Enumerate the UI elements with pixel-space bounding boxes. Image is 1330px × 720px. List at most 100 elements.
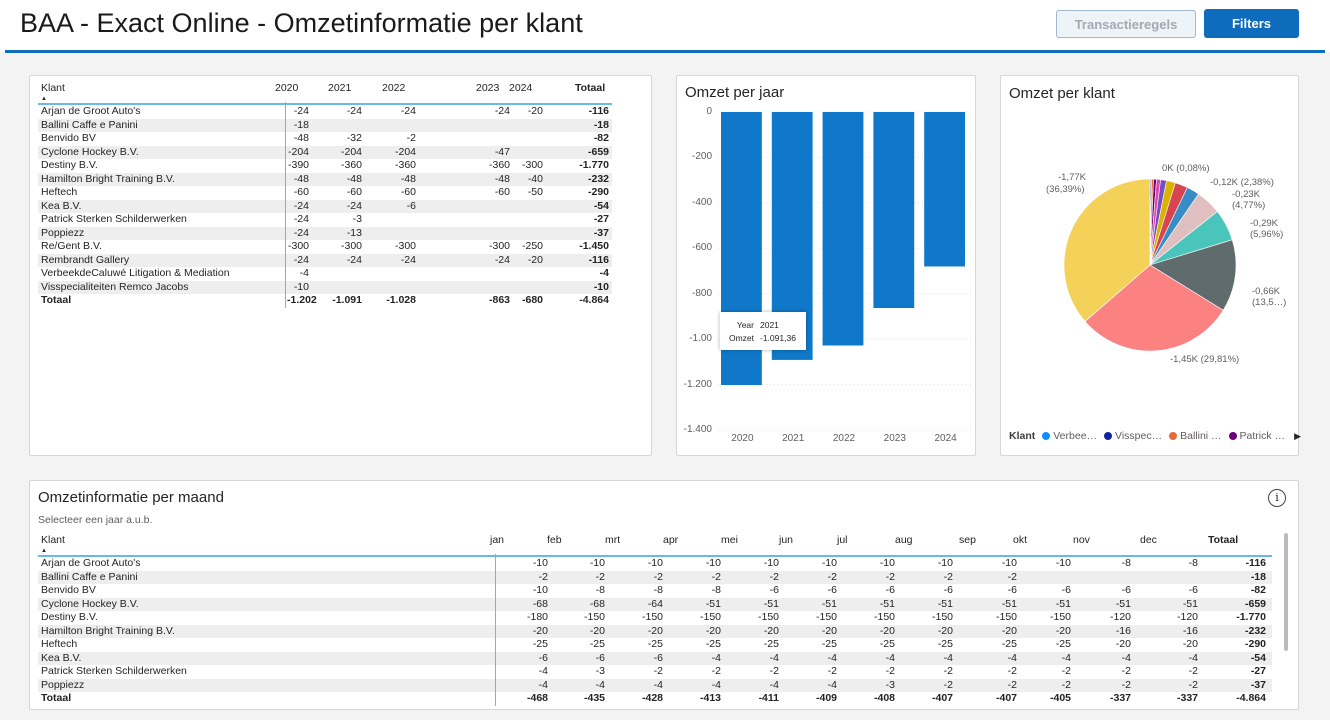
column-header[interactable]: nov [1073, 534, 1090, 546]
value-cell: -25 [1001, 638, 1017, 650]
value-cell: -48 [400, 172, 416, 185]
table-row[interactable]: Hamilton Bright Training B.V. -20 -20 -20 -2… [38, 624, 1272, 638]
column-header[interactable]: sep [959, 534, 976, 546]
legend-item[interactable]: Verbee… [1053, 430, 1098, 442]
table-row[interactable]: Destiny B.V. -390 -360 -360 -360 -300 -1.770 [38, 159, 612, 173]
table-row[interactable]: VerbeekdeCaluwé Litigation & Mediation -4… [38, 267, 612, 281]
pie-slice[interactable] [1084, 264, 1224, 352]
table-row[interactable]: Benvido BV -48 -32 -2 -82 [38, 132, 612, 146]
value-cell: -64 [647, 597, 663, 610]
table-row[interactable]: Poppiezz -24 -13 -37 [38, 226, 612, 240]
value-cell: -24 [293, 226, 309, 239]
column-header[interactable]: jul [837, 534, 848, 546]
value-cell [418, 267, 510, 281]
value-cell [311, 267, 362, 281]
table-row[interactable]: Arjan de Groot Auto's -10 -10 -10 -10 -10 -10 -… [38, 557, 1272, 571]
column-header[interactable]: Klant [41, 534, 65, 546]
year-table[interactable]: Klant 2020 2021 2022 2023 2024 Totaal ▲ Arjan de… [38, 80, 612, 310]
client-name: Benvido BV [41, 584, 96, 596]
value-cell [418, 119, 510, 133]
column-header[interactable]: okt [1013, 534, 1028, 546]
value-cell: -4.864 [579, 294, 609, 306]
table-row[interactable]: Benvido BV -10 -8 -8 -8 -6 -6 -6 -6 -6 -6 -6 -6 -82 [38, 584, 1272, 598]
value-cell: -150 [757, 611, 779, 623]
value-cell: -20 [879, 624, 895, 637]
pie-slice[interactable] [1063, 178, 1151, 322]
table-row[interactable]: Heftech -25 -25 -25 -25 -25 -25 -25 -25 -25 -25 -20… [38, 638, 1272, 652]
table-row[interactable]: Visspecialiteiten Remco Jacobs -10 -10 [38, 280, 612, 294]
filters-button[interactable]: Filters [1204, 9, 1299, 38]
value-cell: -1.770 [579, 159, 609, 171]
value-cell: -2 [943, 678, 953, 691]
column-header[interactable]: Totaal [1208, 534, 1239, 546]
column-header[interactable]: 2021 [328, 82, 352, 94]
scrollbar[interactable] [1284, 533, 1288, 651]
bar-chart[interactable] [676, 75, 976, 456]
column-header[interactable]: 2022 [382, 82, 406, 94]
total-row[interactable]: Totaal -1.202 -1.091 -1.028 -863 -680 -4.864 [38, 294, 612, 308]
legend-item[interactable]: Ballini … [1180, 430, 1222, 442]
table-row[interactable]: Rembrandt Gallery -24 -24 -24 -24 -20 -116 [38, 253, 612, 267]
value-cell: -13 [346, 226, 362, 239]
pie-label: -0,66K [1252, 286, 1280, 297]
table-row[interactable]: Cyclone Hockey B.V. -68 -68 -64 -51 -51 -51 -51… [38, 597, 1272, 611]
value-cell: -25 [821, 638, 837, 650]
table-row[interactable]: Kea B.V. -6 -6 -6 -4 -4 -4 -4 -4 -4 -4 -4 -4 -54 [38, 651, 1272, 665]
value-cell: -2 [885, 665, 895, 677]
legend-item[interactable]: Visspec… [1115, 430, 1163, 442]
column-header[interactable]: Totaal [575, 82, 606, 94]
table-row[interactable]: Patrick Sterken Schilderwerken -4 -3 -2 -2 -2… [38, 665, 1272, 679]
legend-item[interactable]: Patrick … [1239, 430, 1286, 442]
value-cell: -4 [299, 267, 309, 279]
bar-2024[interactable] [924, 112, 965, 267]
bar-2023[interactable] [873, 112, 915, 309]
value-cell: -204 [287, 145, 309, 158]
table-row[interactable]: Poppiezz -4 -4 -4 -4 -4 -4 -3 -2 -2 -2 -2 -2 -37 [38, 678, 1272, 692]
legend-next-arrow-icon[interactable]: ▶ [1294, 430, 1301, 441]
table-row[interactable]: Ballini Caffe e Panini -18 -18 [38, 118, 612, 133]
client-name: Visspecialiteiten Remco Jacobs [41, 280, 189, 293]
client-name: Re/Gent B.V. [41, 240, 102, 252]
client-name: Destiny B.V. [41, 611, 98, 623]
month-table[interactable]: Klant jan feb mrt apr mei jun jul aug sep okt nov de… [38, 532, 1272, 706]
header-divider [38, 555, 1272, 557]
table-row[interactable]: Destiny B.V. -180 -150 -150 -150 -150 -150 -150… [38, 611, 1272, 625]
column-header[interactable]: dec [1140, 534, 1157, 546]
sort-ascending-icon[interactable]: ▲ [41, 548, 47, 554]
info-icon[interactable]: i [1268, 489, 1286, 507]
value-cell: -300 [394, 240, 416, 252]
column-header[interactable]: mrt [605, 534, 621, 546]
table-row[interactable]: Patrick Sterken Schilderwerken -24 -3 -27 [38, 213, 612, 227]
column-header[interactable]: aug [895, 534, 913, 546]
value-cell: -150 [583, 611, 605, 623]
table-row[interactable]: Cyclone Hockey B.V. -204 -204 -204 -47 -659 [38, 145, 612, 159]
column-header[interactable]: 2020 [275, 82, 299, 94]
column-header[interactable]: mei [721, 534, 738, 546]
value-cell: -6 [1007, 584, 1017, 596]
value-cell: -27 [593, 213, 609, 225]
pie-slice[interactable] [1149, 239, 1237, 311]
sort-ascending-icon[interactable]: ▲ [41, 96, 47, 102]
table-row[interactable]: Kea B.V. -24 -24 -6 -54 [38, 199, 612, 213]
column-header[interactable]: 2024 [509, 82, 533, 94]
column-header[interactable]: 2023 [476, 82, 500, 94]
column-header[interactable]: Klant [41, 82, 65, 94]
value-cell: -2 [711, 570, 721, 583]
column-header[interactable]: jan [490, 534, 505, 546]
bar-2022[interactable] [822, 112, 864, 346]
column-header[interactable]: jun [779, 534, 794, 546]
table-row[interactable]: Hamilton Bright Training B.V. -48 -48 -48 -4… [38, 172, 612, 186]
value-cell: -2 [1007, 570, 1017, 583]
total-row[interactable]: Totaal -468 -435 -428 -413 -411 -409 -408 -407 -4… [38, 692, 1272, 706]
column-header[interactable]: feb [547, 534, 562, 546]
column-header[interactable]: apr [663, 534, 679, 546]
table-row[interactable]: Heftech -60 -60 -60 -60 -50 -290 [38, 186, 612, 200]
pie-chart[interactable] [1000, 75, 1299, 456]
value-cell: -60 [293, 186, 309, 198]
table-row[interactable]: Re/Gent B.V. -300 -300 -300 -300 -250 -1.450 [38, 240, 612, 254]
value-cell [512, 267, 543, 281]
table-row[interactable]: Arjan de Groot Auto's -24 -24 -24 -24 -20 -116 [38, 105, 612, 119]
transactieregels-button[interactable]: Transactieregels [1056, 10, 1196, 38]
table-row[interactable]: Ballini Caffe e Panini -2 -2 -2 -2 -2 -2 -2 -2 -2… [38, 570, 1272, 584]
value-cell: -300 [287, 240, 309, 252]
